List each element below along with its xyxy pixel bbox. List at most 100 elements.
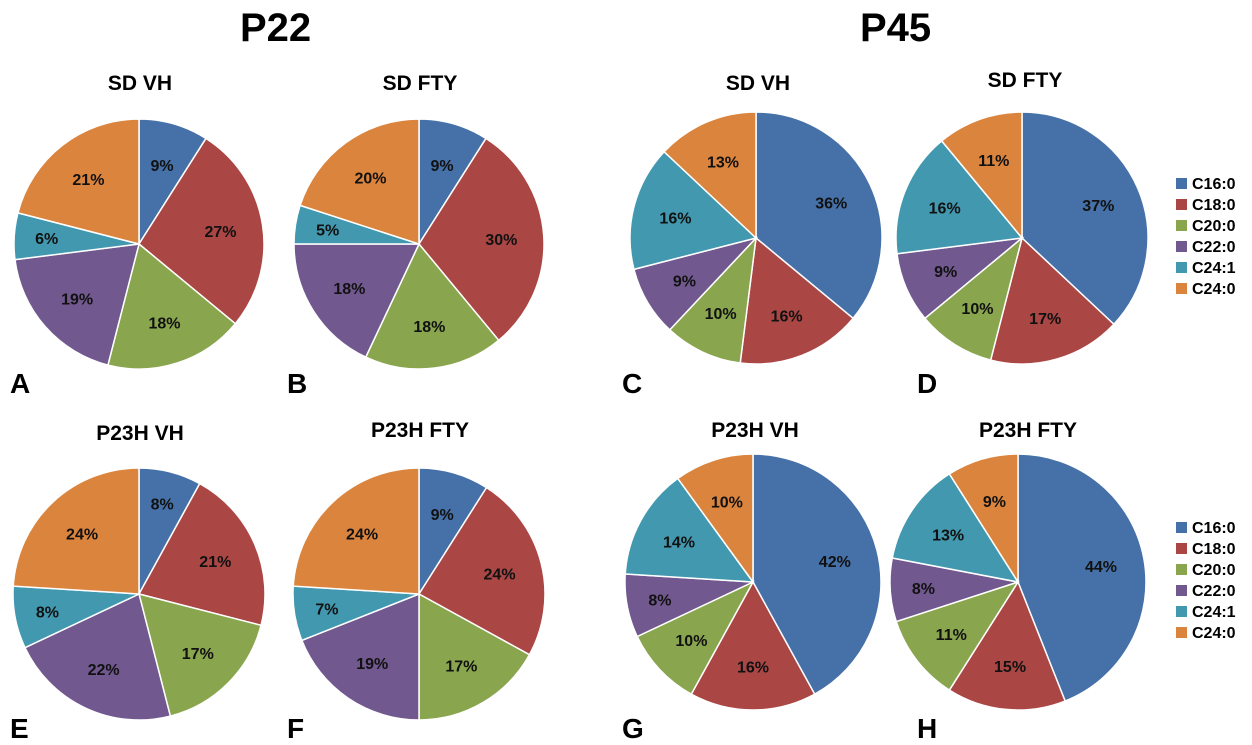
slice-value-label: 37% — [1082, 198, 1114, 215]
slice-value-label: 27% — [204, 224, 236, 241]
legend-swatch — [1176, 564, 1187, 575]
legend-label: C18:0 — [1192, 197, 1236, 214]
pie-slice-c20-0 — [364, 242, 500, 370]
pie-slice-c24-0 — [292, 467, 420, 595]
slice-value-label: 8% — [648, 593, 671, 610]
heading-p45: P45 — [860, 6, 932, 50]
slice-value-label: 18% — [148, 315, 180, 332]
pie-slice-c16-0 — [752, 453, 882, 696]
panel-letter: E — [10, 713, 29, 744]
slice-value-label: 10% — [961, 301, 993, 318]
pie-slice-c18-0 — [418, 137, 545, 342]
slice-value-label: 11% — [978, 153, 1009, 170]
pie-slice-c20-0 — [895, 580, 1020, 692]
chart-title: SD VH — [726, 72, 790, 95]
slice-value-label: 5% — [316, 223, 339, 240]
legend-swatch — [1176, 522, 1187, 533]
legend-swatch — [1176, 262, 1187, 273]
legend-label: C18:0 — [1192, 541, 1236, 558]
slice-value-label: 16% — [929, 200, 961, 217]
slice-value-label: 14% — [663, 534, 695, 551]
pie-slice-c20-0 — [923, 235, 1024, 361]
legend-label: C22:0 — [1192, 239, 1236, 256]
slice-value-label: 19% — [356, 656, 388, 673]
legend-swatch — [1176, 178, 1187, 189]
slice-value-label: 19% — [61, 292, 93, 309]
pie-chart-d: SD FTY D 37% 17% 10% 9% 16% 11% — [895, 69, 1149, 399]
slice-value-label: 9% — [934, 264, 957, 281]
slice-value-label: 9% — [150, 158, 173, 175]
legend-swatch — [1176, 283, 1187, 294]
pie-slice-c18-0 — [948, 580, 1067, 711]
pie-slice-c24-0 — [940, 111, 1023, 241]
pie-slice-c24-0 — [12, 467, 140, 595]
slice-value-label: 36% — [815, 196, 847, 213]
slice-value-label: 18% — [333, 281, 365, 298]
chart-title: SD VH — [108, 72, 172, 95]
pie-chart-h: P23H FTY H 44% 15% 11% 8% 13% 9% — [889, 419, 1147, 744]
panel-letter: C — [622, 368, 642, 399]
legend-label: C20:0 — [1192, 218, 1236, 235]
pie-slice-c24-0 — [17, 118, 140, 245]
chart-title: SD FTY — [383, 72, 458, 95]
pie-slice-c24-0 — [663, 111, 757, 240]
slice-value-label: 8% — [912, 581, 935, 598]
legend-label: C24:0 — [1192, 281, 1236, 298]
legend-swatch — [1176, 220, 1187, 231]
slice-value-label: 21% — [199, 554, 231, 571]
slice-value-label: 11% — [936, 627, 967, 644]
chart-title: SD FTY — [988, 69, 1063, 92]
slice-value-label: 13% — [707, 155, 739, 172]
slice-value-label: 42% — [819, 554, 851, 571]
slice-value-label: 8% — [151, 497, 174, 514]
pie-slice-c20-0 — [668, 235, 758, 364]
slice-value-label: 7% — [315, 602, 338, 619]
slice-value-label: 6% — [35, 231, 58, 248]
legend-2: C16:0 C18:0 C20:0 C22:0 C24:1 C24:0 — [1176, 520, 1236, 642]
chart-title: P23H VH — [711, 419, 799, 442]
chart-title: P23H FTY — [371, 419, 469, 442]
slice-value-label: 15% — [994, 659, 1026, 676]
slice-value-label: 20% — [354, 170, 386, 187]
slice-value-label: 17% — [445, 659, 477, 676]
pie-slice-c18-0 — [690, 580, 816, 711]
pie-chart-a: SD VH A 9% 27% 18% 19% 6% 21% — [10, 72, 265, 399]
pie-slice-c20-0 — [636, 580, 755, 696]
pie-slice-c22-0 — [14, 243, 141, 366]
pie-slice-c18-0 — [137, 482, 266, 627]
panel-letter: F — [287, 713, 304, 744]
pie-slice-c22-0 — [23, 592, 172, 721]
pie-slice-c16-0 — [1021, 111, 1149, 326]
slice-value-label: 8% — [36, 604, 59, 621]
legend-swatch — [1176, 543, 1187, 554]
slice-value-label: 9% — [431, 507, 454, 524]
slice-value-label: 10% — [705, 306, 737, 323]
pie-slice-c22-0 — [293, 243, 421, 359]
panel-letter: H — [917, 713, 937, 744]
pie-slice-c18-0 — [739, 236, 855, 365]
pie-slice-c22-0 — [300, 592, 420, 721]
pie-slice-c24-0 — [299, 118, 420, 246]
heading-p22: P22 — [240, 6, 312, 50]
slice-value-label: 24% — [346, 526, 378, 543]
pie-chart-g: P23H VH G 42% 16% 10% 8% 14% 10% — [622, 419, 882, 744]
pie-slice-c18-0 — [138, 137, 265, 325]
slice-value-label: 17% — [1029, 311, 1061, 328]
pie-slice-c24-1 — [891, 472, 1020, 584]
panel-letter: G — [622, 713, 644, 744]
legend-1: C16:0 C18:0 C20:0 C22:0 C24:1 C24:0 — [1176, 176, 1236, 298]
pie-slice-c16-0 — [1017, 453, 1147, 702]
pie-chart-c: SD VH C 36% 16% 10% 9% 16% 13% — [622, 72, 883, 399]
pie-slice-c18-0 — [417, 486, 546, 656]
chart-title: P23H VH — [96, 422, 184, 445]
slice-value-label: 44% — [1085, 559, 1117, 576]
panel-letter: A — [10, 368, 30, 399]
pie-slice-c24-0 — [948, 453, 1019, 585]
pie-chart-f: P23H FTY F 9% 24% 17% 19% 7% 24% — [287, 419, 546, 744]
slice-value-label: 9% — [430, 158, 453, 175]
slice-value-label: 9% — [673, 273, 696, 290]
legend-label: C22:0 — [1192, 583, 1236, 600]
legend-label: C16:0 — [1192, 520, 1236, 537]
